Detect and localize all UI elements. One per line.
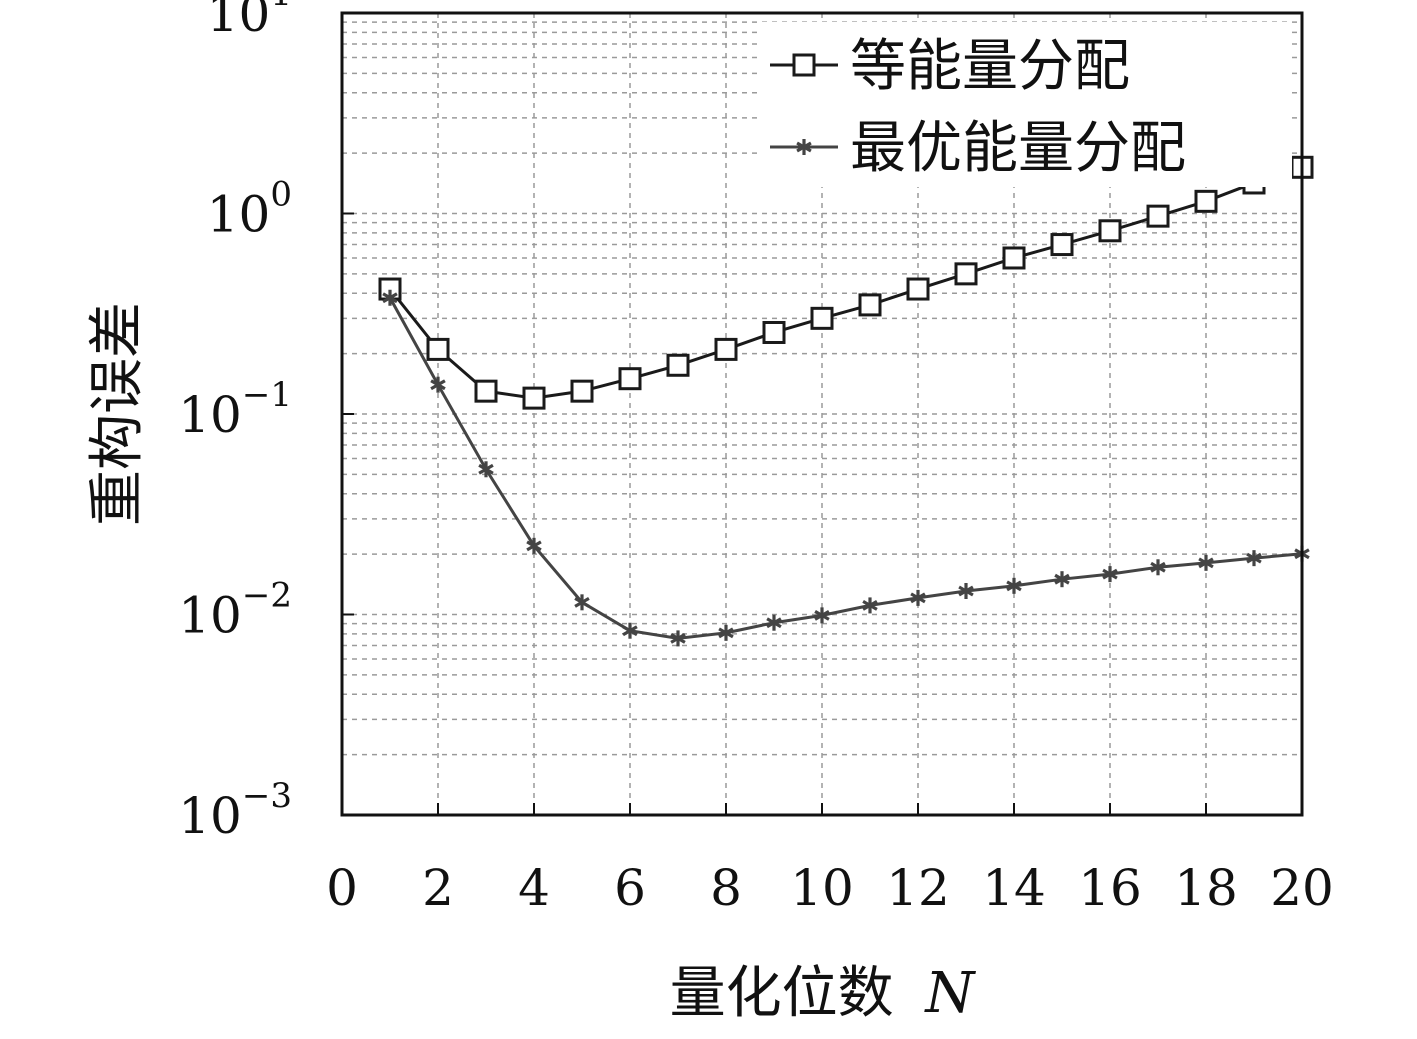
data-point (1102, 566, 1118, 583)
data-point (618, 367, 642, 391)
series-1 (378, 155, 1314, 410)
data-point (714, 337, 738, 361)
data-point (1054, 571, 1070, 588)
data-point (910, 589, 926, 606)
y-axis-label: 重构误差 (85, 302, 150, 526)
legend-label: 最优能量分配 (850, 116, 1186, 181)
x-tick-label: 16 (1078, 859, 1142, 917)
x-tick-label: 12 (886, 859, 950, 917)
data-point (906, 277, 930, 301)
y-tick-label: 100 (207, 175, 292, 244)
data-point (382, 289, 398, 306)
legend-marker (792, 53, 816, 77)
data-point (862, 597, 878, 614)
x-tick-label: 14 (982, 859, 1046, 917)
data-point (1146, 204, 1170, 228)
x-tick-label: 2 (422, 859, 454, 917)
x-tick-label: 18 (1174, 859, 1238, 917)
x-tick-label: 4 (518, 859, 550, 917)
data-point (1198, 554, 1214, 571)
legend-item: 等能量分配 (770, 34, 1130, 99)
x-tick-label: 6 (614, 859, 646, 917)
data-point (526, 537, 542, 554)
y-tick-label: 10−1 (178, 375, 292, 444)
data-point (1098, 219, 1122, 243)
data-point (670, 630, 686, 647)
legend-marker (796, 139, 812, 155)
data-point (766, 614, 782, 631)
series-layer (378, 155, 1314, 647)
x-axis-ticks: 0 2 4 6 8 10 12 14 16 18 20 (326, 803, 1334, 917)
y-axis-ticks: 10−3 10−2 10−1 100 101 (178, 0, 354, 845)
data-point (478, 461, 494, 478)
x-axis-label: 量化位数 N (670, 961, 977, 1026)
x-axis-label-variable: N (923, 961, 976, 1026)
data-point (1050, 233, 1074, 257)
data-point (574, 594, 590, 611)
x-tick-label: 0 (326, 859, 358, 917)
data-point (622, 622, 638, 639)
x-tick-label: 20 (1270, 859, 1334, 917)
y-tick-label: 10−3 (178, 776, 292, 845)
legend-label: 等能量分配 (850, 34, 1130, 99)
data-point (858, 293, 882, 317)
legend-background (760, 22, 1292, 187)
series-line (388, 297, 1303, 640)
y-tick-label: 10−2 (178, 576, 292, 645)
x-tick-label: 8 (710, 859, 742, 917)
series-2 (382, 289, 1310, 647)
data-point (666, 353, 690, 377)
data-point (954, 262, 978, 286)
series-line (388, 165, 1303, 400)
data-point (522, 386, 546, 410)
data-point (814, 607, 830, 624)
data-point (1246, 550, 1262, 567)
legend-item: 最优能量分配 (770, 116, 1186, 181)
data-point (1002, 246, 1026, 270)
data-point (1150, 559, 1166, 576)
data-point (474, 379, 498, 403)
x-tick-label: 10 (790, 859, 854, 917)
data-point (718, 624, 734, 641)
data-point (958, 582, 974, 599)
y-tick-label: 101 (207, 0, 292, 43)
data-point (430, 376, 446, 393)
x-axis-label-text: 量化位数 (670, 961, 894, 1026)
data-point (1006, 577, 1022, 594)
data-point (570, 379, 594, 403)
data-point (426, 337, 450, 361)
data-point (762, 320, 786, 344)
data-point (810, 306, 834, 330)
data-point (1194, 189, 1218, 213)
